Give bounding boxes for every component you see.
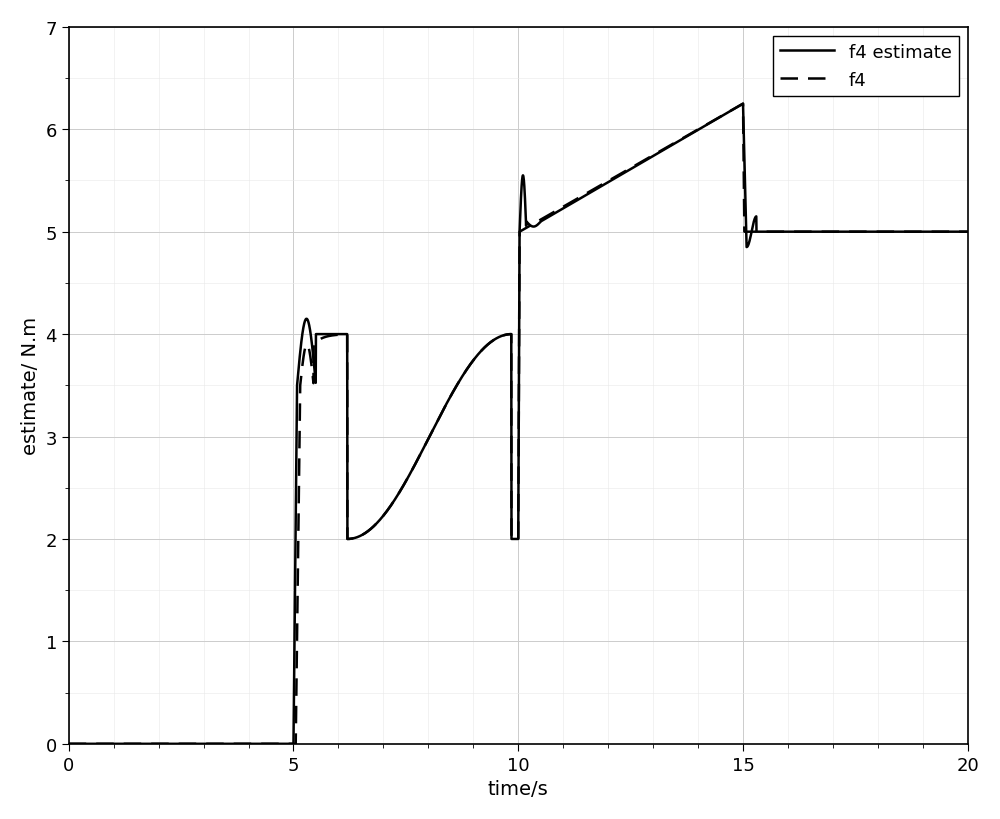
f4 [674,135,686,145]
f4 estimate [445,391,457,400]
f4 [515,227,527,237]
f4 estimate [63,739,75,749]
f4 estimate [455,373,467,383]
X-axis label: time/s: time/s [488,779,549,799]
Line: f4: f4 [69,105,968,744]
f4 estimate [189,739,201,749]
f4 [962,228,974,238]
f4 [63,739,75,749]
f4 estimate [674,136,686,146]
f4 estimate [241,739,253,749]
Y-axis label: estimate/ N.m: estimate/ N.m [21,317,40,455]
Line: f4 estimate: f4 estimate [69,105,968,744]
f4 estimate [962,228,974,238]
f4 estimate [515,194,527,204]
Legend: f4 estimate, f4: f4 estimate, f4 [773,37,959,97]
f4 [445,391,457,400]
f4 [737,100,749,110]
f4 [189,739,201,749]
f4 estimate [737,100,749,110]
f4 [241,739,253,749]
f4 [455,373,467,383]
